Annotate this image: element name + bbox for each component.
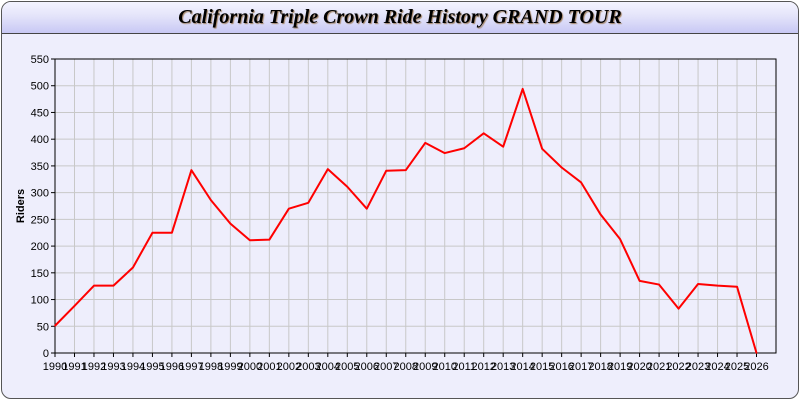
data-point <box>327 168 329 170</box>
x-tick-label: 1991 <box>62 361 86 373</box>
x-tick-label: 1998 <box>199 361 223 373</box>
data-point <box>482 132 485 135</box>
data-point <box>658 283 660 286</box>
x-tick-label: 2003 <box>296 361 320 373</box>
x-tick-label: 2012 <box>471 361 495 373</box>
data-point <box>463 147 466 150</box>
x-tick-label: 2004 <box>316 361 340 373</box>
y-axis-label: Riders <box>15 189 27 223</box>
x-tick-label: 2019 <box>608 361 632 373</box>
x-tick-label: 2010 <box>432 361 456 373</box>
x-tick-label: 1995 <box>140 361 164 373</box>
x-tick-label: 1994 <box>121 361 145 373</box>
x-tick-label: 2026 <box>744 361 768 373</box>
grid <box>54 58 776 354</box>
x-tick-label: 2009 <box>413 361 437 373</box>
x-tick-label: 2025 <box>725 361 749 373</box>
x-tick-label: 2013 <box>491 361 515 373</box>
x-tick-label: 1992 <box>82 361 106 373</box>
data-point <box>132 266 134 269</box>
x-tick-label: 2020 <box>627 361 651 373</box>
x-tick-label: 2011 <box>452 361 476 373</box>
y-tick-label: 200 <box>31 241 49 253</box>
data-point <box>73 305 76 307</box>
y-tick-label: 250 <box>31 214 49 226</box>
data-point <box>424 142 427 144</box>
data-point <box>716 284 719 287</box>
x-tick-label: 2001 <box>257 361 281 373</box>
data-point <box>307 201 310 204</box>
data-point <box>229 222 232 225</box>
x-tick-label: 2008 <box>394 361 418 373</box>
data-point <box>677 307 680 310</box>
data-point <box>521 88 524 90</box>
series <box>54 87 758 354</box>
data-point <box>638 280 641 282</box>
x-tick-label: 2005 <box>335 361 359 373</box>
x-tick-label: 2014 <box>510 361 534 373</box>
x-tick-label: 2002 <box>277 361 301 373</box>
x-tick-label: 1996 <box>160 361 184 373</box>
x-tick-label: 2000 <box>238 361 262 373</box>
x-tick-label: 2007 <box>374 361 398 373</box>
data-point <box>736 285 738 288</box>
x-tick-label: 2016 <box>549 361 573 373</box>
data-point <box>385 169 388 172</box>
y-tick-label: 150 <box>31 268 49 280</box>
x-tick-label: 2022 <box>666 361 690 373</box>
x-tick-label: 1993 <box>101 361 125 373</box>
data-point <box>697 283 699 285</box>
data-point <box>346 185 349 188</box>
y-tick-label: 450 <box>31 107 49 119</box>
data-point <box>619 238 621 240</box>
data-point <box>755 352 758 354</box>
x-tick-label: 2006 <box>355 361 379 373</box>
chart-title: California Triple Crown Ride History GRA… <box>178 6 622 28</box>
data-point <box>560 166 563 169</box>
data-point <box>443 152 446 154</box>
y-tick-label: 400 <box>31 134 49 146</box>
data-point <box>268 238 271 241</box>
y-tick-label: 300 <box>31 188 49 200</box>
x-tick-label: 2021 <box>647 361 671 373</box>
y-tick-label: 0 <box>43 348 49 360</box>
x-tick-label: 1999 <box>218 361 242 373</box>
x-tick-label: 2023 <box>686 361 710 373</box>
data-point <box>210 199 212 201</box>
y-ticks: 0 50 100 150 200 250 300 350 400 450 500 550 <box>31 54 55 360</box>
y-tick-label: 550 <box>31 54 49 66</box>
data-point <box>171 231 173 234</box>
data-point <box>288 207 290 210</box>
x-tick-label: 2024 <box>705 361 729 373</box>
data-point <box>112 284 115 287</box>
x-tick-label: 2018 <box>588 361 612 373</box>
data-point <box>580 181 582 184</box>
y-tick-label: 350 <box>31 161 49 173</box>
data-point <box>249 239 251 242</box>
data-point <box>54 324 56 327</box>
data-point <box>151 231 154 234</box>
x-tick-label: 1997 <box>179 361 203 373</box>
data-point <box>502 145 504 148</box>
data-point <box>404 169 407 171</box>
data-point <box>599 213 602 216</box>
x-tick-label: 2017 <box>569 361 593 373</box>
data-point <box>190 169 193 171</box>
data-point <box>541 148 543 150</box>
y-tick-label: 50 <box>37 321 49 333</box>
x-tick-label: 1990 <box>43 361 67 373</box>
y-tick-label: 100 <box>31 295 49 307</box>
x-ticks: 1990199119921993199419951996199719981999… <box>43 353 769 373</box>
chart-header: California Triple Crown Ride History GRA… <box>2 2 798 34</box>
data-point <box>93 284 95 287</box>
plot-border <box>54 58 777 354</box>
x-tick-label: 2015 <box>530 361 554 373</box>
data-point <box>365 207 368 210</box>
y-tick-label: 500 <box>31 81 49 93</box>
